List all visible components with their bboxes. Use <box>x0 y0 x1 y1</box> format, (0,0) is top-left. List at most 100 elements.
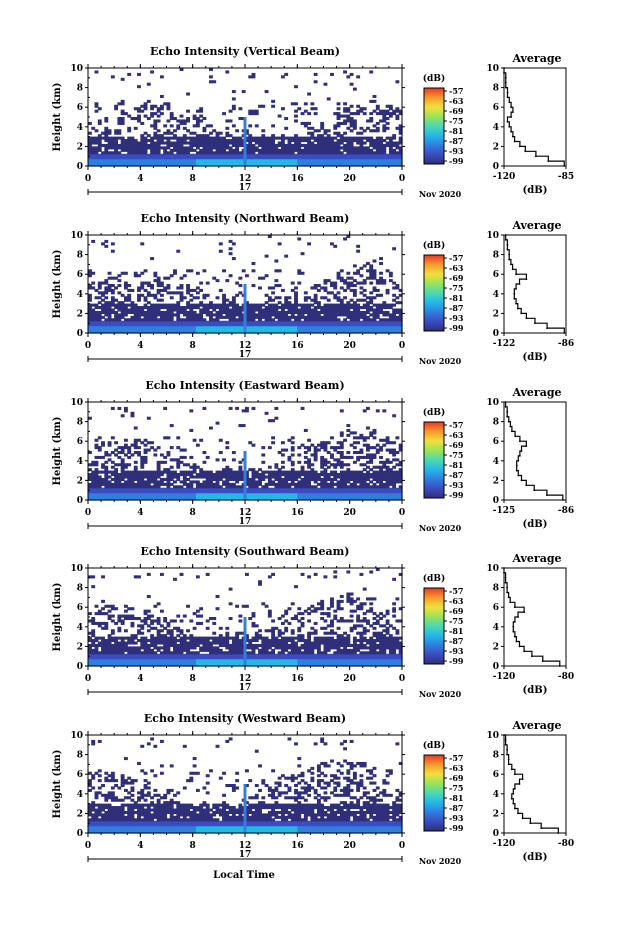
y-tick-label: 8 <box>77 84 83 94</box>
y-tick-label: 4 <box>77 790 83 800</box>
profile-point <box>508 101 511 104</box>
month-year-label: Nov 2020 <box>419 189 462 199</box>
profile-point <box>531 655 533 658</box>
profile-y-tick-label: 2 <box>493 309 499 319</box>
month-year-label: Nov 2020 <box>419 523 462 533</box>
profile-y-tick-label: 0 <box>493 662 499 672</box>
profile-point <box>518 455 521 457</box>
profile-point <box>558 665 561 667</box>
x-tick-label: 12 <box>239 341 252 351</box>
month-year-label: Nov 2020 <box>419 689 462 699</box>
profile-point <box>546 327 548 329</box>
y-tick-label: 0 <box>77 162 83 172</box>
profile-point <box>546 494 548 496</box>
profile-point <box>512 802 515 805</box>
x-tick-label: 0 <box>399 674 405 684</box>
profile-point <box>525 317 528 320</box>
profile-point <box>533 489 536 492</box>
profile-point <box>504 743 507 746</box>
profile-x-tick-label: -120 <box>493 172 516 182</box>
profile-point <box>518 645 521 648</box>
profile-point <box>540 827 543 829</box>
x-tick-label: 16 <box>291 174 304 184</box>
profile-point <box>506 586 508 589</box>
profile-point <box>506 96 509 99</box>
colorbar-label: -57 <box>449 586 463 596</box>
profile-y-tick-label: 8 <box>493 84 499 94</box>
profile-point <box>547 160 550 163</box>
y-tick-label: 8 <box>77 751 83 761</box>
profile-point <box>506 248 509 251</box>
profile-title: Average <box>511 219 561 232</box>
profile-line <box>505 402 564 500</box>
x-tick-label: 8 <box>190 174 196 184</box>
colorbar-label: -99 <box>449 323 464 333</box>
profile-point <box>512 625 515 628</box>
profile-y-tick-label: 6 <box>493 103 499 113</box>
x-tick-label: 8 <box>190 341 196 351</box>
day-label: 17 <box>239 183 252 193</box>
profile-title: Average <box>511 52 561 65</box>
colorbar-label: -81 <box>449 626 463 636</box>
profile-line <box>505 235 565 333</box>
profile-point <box>561 499 564 501</box>
x-tick-label: 20 <box>343 674 356 684</box>
x-tick-label: 0 <box>85 841 91 851</box>
noon-echo-spike <box>243 451 247 500</box>
profile-point <box>518 283 521 285</box>
profile-y-tick-label: 6 <box>493 270 499 280</box>
profile-point <box>503 567 505 569</box>
x-tick-label: 12 <box>239 508 252 518</box>
profile-point <box>513 635 516 638</box>
profile-x-tick-label: -80 <box>558 672 574 682</box>
x-tick-label: 0 <box>85 174 91 184</box>
profile-title: Average <box>511 386 561 399</box>
profile-point <box>519 145 521 148</box>
y-tick-label: 10 <box>70 398 83 408</box>
profile-y-tick-label: 4 <box>493 790 499 800</box>
profile-point <box>507 596 510 599</box>
profile-x-tick-label: -125 <box>493 506 516 516</box>
profile-point <box>504 739 507 741</box>
colorbar-label: -99 <box>449 490 464 500</box>
profile-point <box>515 464 518 467</box>
x-tick-label: 0 <box>85 341 91 351</box>
y-tick-label: 6 <box>77 603 83 613</box>
y-tick-label: 10 <box>70 731 83 741</box>
x-tick-label: 8 <box>190 841 196 851</box>
panel-title: Echo Intensity (Westward Beam) <box>144 712 346 725</box>
profile-point <box>504 239 507 241</box>
x-tick-label: 12 <box>239 674 252 684</box>
colorbar-label: -63 <box>449 763 464 773</box>
profile-point <box>513 606 516 609</box>
profile-point <box>503 572 505 574</box>
colorbar-label: -99 <box>449 823 464 833</box>
profile-point <box>507 763 510 766</box>
profile-point <box>517 616 519 618</box>
colorbar-label: -75 <box>449 283 463 293</box>
x-tick-label: 16 <box>291 674 304 684</box>
noon-echo-spike <box>243 284 247 333</box>
profile-frame <box>503 67 567 167</box>
profile-point <box>514 435 517 438</box>
profile-point <box>506 410 509 413</box>
profile-point <box>524 150 527 153</box>
colorbar-label: -57 <box>449 253 463 263</box>
x-tick-label: 20 <box>343 341 356 351</box>
echo-heatmap <box>88 235 403 334</box>
profile-y-tick-label: 10 <box>486 564 499 574</box>
colorbar-label: -81 <box>449 126 463 136</box>
profile-point <box>504 81 507 84</box>
profile-line <box>503 68 565 166</box>
profile-point <box>506 91 509 94</box>
x-tick-label: 16 <box>291 508 304 518</box>
profile-point <box>506 243 509 246</box>
panel-4: Echo Intensity (Westward Beam) 0 2 4 6 8 10 0 4 8… <box>52 712 574 866</box>
colorbar-label: -87 <box>449 470 463 480</box>
x-tick-label: 16 <box>291 841 304 851</box>
profile-point <box>503 72 505 74</box>
echo-heatmap <box>88 406 403 501</box>
profile-y-tick-label: 4 <box>493 290 499 300</box>
profile-point <box>520 312 523 315</box>
